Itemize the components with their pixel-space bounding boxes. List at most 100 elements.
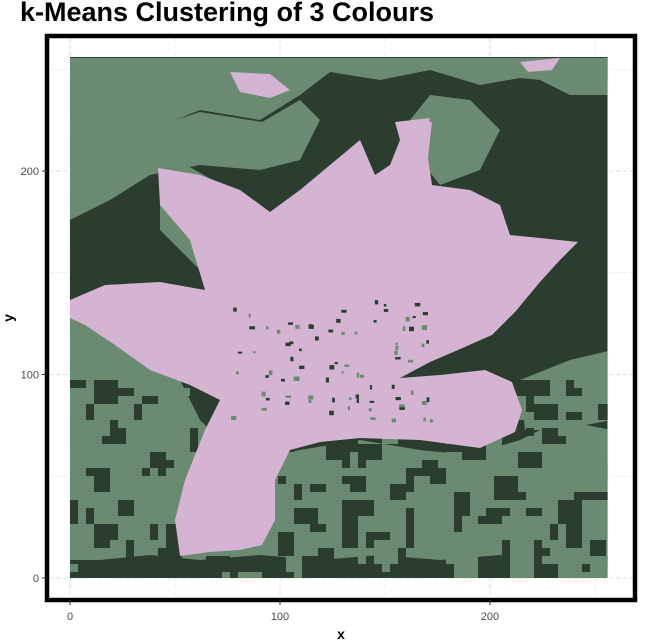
texture-block xyxy=(582,564,590,572)
texture-block xyxy=(446,556,454,564)
speckle xyxy=(276,329,281,334)
texture-block xyxy=(566,476,574,484)
texture-block xyxy=(302,556,318,579)
speckle xyxy=(344,364,350,367)
texture-block xyxy=(534,572,558,579)
speckle xyxy=(348,397,352,400)
speckle xyxy=(426,340,430,344)
speckle xyxy=(237,351,243,354)
speckle xyxy=(395,345,399,351)
speckle xyxy=(289,341,294,345)
texture-block xyxy=(598,468,606,484)
speckle xyxy=(407,359,414,363)
texture-block xyxy=(278,476,286,484)
texture-block xyxy=(310,484,326,492)
speckle xyxy=(329,365,335,370)
texture-block xyxy=(142,396,158,404)
speckle xyxy=(373,320,377,323)
speckle xyxy=(395,356,401,360)
texture-block xyxy=(550,524,558,540)
texture-block xyxy=(558,564,574,579)
texture-block xyxy=(414,476,430,492)
texture-block xyxy=(430,500,438,524)
texture-block xyxy=(582,516,606,540)
texture-block xyxy=(502,540,510,548)
texture-block xyxy=(534,404,558,420)
speckle xyxy=(370,417,376,420)
texture-block xyxy=(94,380,118,404)
speckle xyxy=(391,418,397,423)
texture-block xyxy=(510,460,518,468)
texture-block xyxy=(174,388,190,396)
speckle xyxy=(248,313,251,318)
texture-block xyxy=(534,508,558,516)
texture-block xyxy=(510,492,534,500)
texture-block xyxy=(478,524,494,540)
texture-block xyxy=(238,572,262,579)
texture-block xyxy=(462,444,486,452)
texture-block xyxy=(134,516,158,524)
speckle xyxy=(341,371,344,374)
texture-block xyxy=(158,388,166,404)
speckle xyxy=(421,343,425,348)
speckle xyxy=(405,316,410,322)
texture-block xyxy=(190,428,198,452)
speckle xyxy=(421,325,428,330)
texture-block xyxy=(430,572,438,579)
axis-ticks: 0 100 200 0 100 200 xyxy=(21,166,500,623)
speckle xyxy=(402,326,406,332)
speckle xyxy=(429,419,433,423)
texture-block xyxy=(606,460,608,484)
texture-block xyxy=(358,556,366,564)
speckle xyxy=(261,391,266,397)
texture-block xyxy=(358,532,366,556)
speckle xyxy=(334,362,338,365)
speckle xyxy=(285,342,291,347)
texture-block xyxy=(486,564,494,572)
texture-block xyxy=(470,564,478,579)
cluster-3-region-1 xyxy=(70,120,578,556)
speckle xyxy=(329,410,334,416)
y-tick-label-0: 0 xyxy=(33,573,39,585)
speckle xyxy=(265,397,270,401)
speckle xyxy=(391,384,395,389)
speckle xyxy=(261,407,267,411)
cluster-2-region-3 xyxy=(410,95,500,185)
texture-block xyxy=(566,548,590,556)
speckle xyxy=(394,350,398,355)
y-axis-title: y xyxy=(0,314,16,322)
texture-block xyxy=(270,484,294,500)
texture-block xyxy=(406,524,414,548)
texture-block xyxy=(350,476,366,492)
speckle xyxy=(315,336,319,341)
texture-block xyxy=(526,508,542,516)
texture-block xyxy=(118,388,134,396)
texture-block xyxy=(70,380,86,388)
speckle xyxy=(249,326,256,330)
speckle xyxy=(355,394,360,399)
texture-block xyxy=(382,564,390,572)
speckle xyxy=(374,300,379,305)
texture-block xyxy=(94,524,110,548)
x-axis-title: x xyxy=(337,626,345,642)
chart-title: k-Means Clustering of 3 Colours xyxy=(20,0,435,27)
texture-block xyxy=(542,516,566,524)
speckle xyxy=(328,329,334,333)
speckle xyxy=(383,309,389,312)
speckle xyxy=(422,312,428,316)
texture-block xyxy=(342,524,358,548)
texture-block xyxy=(478,516,502,524)
speckle xyxy=(308,399,312,404)
texture-block xyxy=(166,492,174,516)
texture-block xyxy=(86,396,94,404)
texture-block xyxy=(510,556,534,579)
texture-block xyxy=(454,476,462,484)
texture-block xyxy=(118,420,134,428)
speckle xyxy=(359,374,365,378)
speckle xyxy=(412,316,416,319)
texture-block xyxy=(526,484,550,508)
texture-block xyxy=(470,564,494,572)
speckle xyxy=(295,324,300,329)
texture-block xyxy=(326,444,350,460)
